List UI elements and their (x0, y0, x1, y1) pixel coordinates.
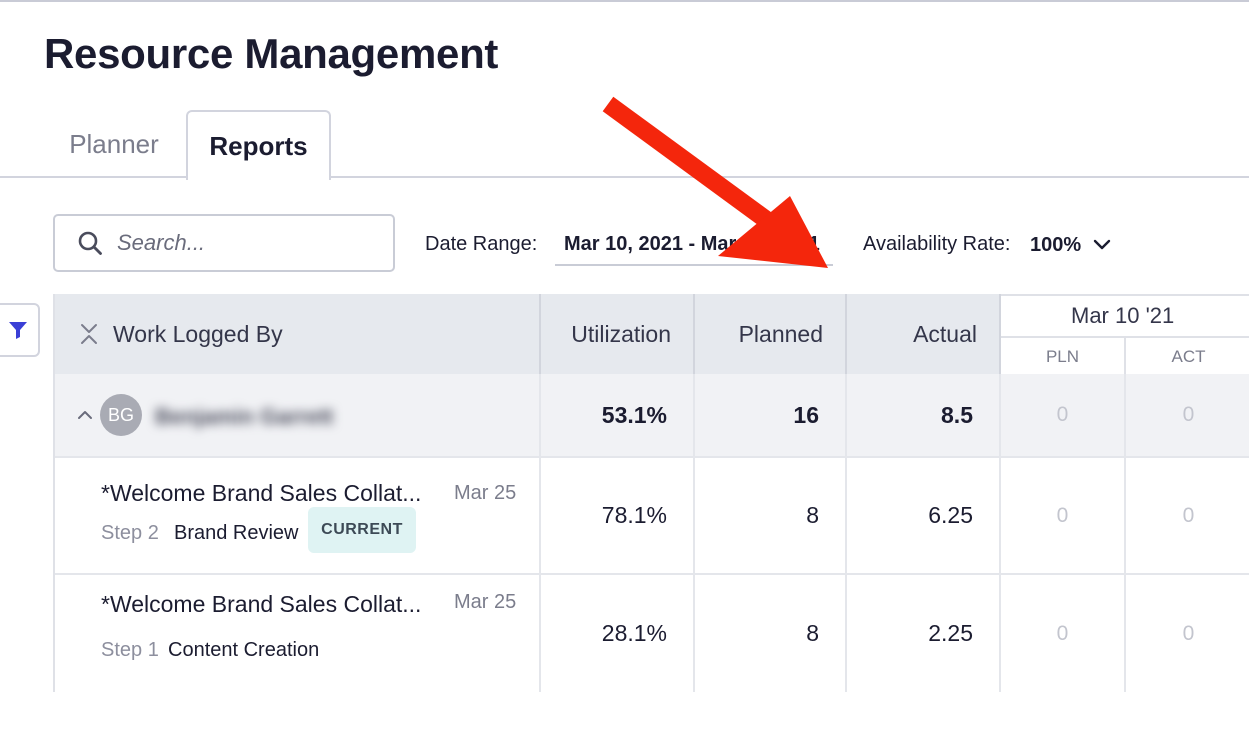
date-range-label: Date Range: (425, 233, 538, 255)
step-name: Brand Review (174, 522, 299, 544)
step-number: Step 2 (101, 522, 159, 544)
group-actual: 8.5 (847, 374, 1001, 456)
task-actual: 2.25 (847, 575, 1001, 692)
header-planned[interactable]: Planned (695, 294, 847, 374)
date-range-picker[interactable]: Mar 10, 2021 - Mar 24, 2021 (555, 228, 833, 266)
top-divider (0, 0, 1249, 2)
tab-bar: Planner Reports (0, 110, 1249, 180)
chevron-down-icon (1093, 239, 1111, 250)
step-number: Step 1 (101, 639, 159, 661)
search-icon (78, 231, 102, 255)
header-utilization[interactable]: Utilization (541, 294, 695, 374)
task-planned: 8 (695, 575, 847, 692)
header-act: ACT (1171, 347, 1206, 366)
person-name: Benjamin Garrett (155, 404, 334, 429)
header-actual[interactable]: Actual (847, 294, 1001, 374)
header-utilization-label: Utilization (571, 320, 671, 347)
task-day-pln: 0 (1001, 458, 1126, 573)
group-day-pln: 0 (1001, 374, 1126, 456)
table-row-group[interactable]: BG Benjamin Garrett 53.1% 16 8.5 0 0 (55, 374, 1249, 458)
table-row[interactable]: *Welcome Brand Sales Collat... Mar 25 St… (55, 575, 1249, 692)
availability-rate-value: 100% (1030, 233, 1082, 256)
task-utilization: 28.1% (541, 575, 695, 692)
chevron-up-icon[interactable] (77, 410, 93, 420)
task-date: Mar 25 (454, 482, 517, 504)
task-day-act: 0 (1182, 621, 1195, 645)
task-day-act: 0 (1182, 503, 1195, 527)
header-planned-label: Planned (738, 320, 823, 347)
group-utilization: 53.1% (541, 374, 695, 456)
header-pln: PLN (1001, 338, 1126, 376)
header-date-column: Mar 10 '21 PLN ACT (1001, 294, 1249, 376)
header-date-title: Mar 10 '21 (1001, 296, 1249, 338)
report-table: Work Logged By Utilization Planned Actua… (53, 294, 1249, 692)
header-work-logged-by[interactable]: Work Logged By (55, 294, 541, 374)
filter-icon (9, 322, 27, 339)
page-title: Resource Management (44, 30, 499, 77)
task-date: Mar 25 (454, 591, 517, 613)
tab-reports[interactable]: Reports (186, 110, 331, 180)
task-utilization: 78.1% (541, 458, 695, 573)
search-input[interactable] (117, 230, 387, 256)
task-planned: 8 (695, 458, 847, 573)
task-actual: 6.25 (847, 458, 1001, 573)
task-cell-work: *Welcome Brand Sales Collat... Mar 25 St… (55, 458, 541, 573)
avatar: BG (100, 394, 142, 436)
task-cell-work: *Welcome Brand Sales Collat... Mar 25 St… (55, 575, 541, 692)
group-planned: 16 (695, 374, 847, 456)
task-title[interactable]: *Welcome Brand Sales Collat... (101, 480, 422, 506)
search-box[interactable] (53, 214, 395, 272)
step-name: Content Creation (168, 639, 320, 661)
status-badge: CURRENT (308, 507, 416, 553)
table-row[interactable]: *Welcome Brand Sales Collat... Mar 25 St… (55, 458, 1249, 575)
task-day-pln: 0 (1001, 575, 1126, 692)
availability-rate-select[interactable]: 100% (1030, 230, 1111, 260)
task-title[interactable]: *Welcome Brand Sales Collat... (101, 591, 422, 617)
group-cell-work: BG Benjamin Garrett (55, 374, 541, 456)
availability-rate-label: Availability Rate: (863, 233, 1011, 255)
tab-planner[interactable]: Planner (69, 128, 159, 159)
filter-button[interactable] (0, 303, 40, 357)
group-day-act: 0 (1182, 403, 1195, 426)
header-work-label: Work Logged By (113, 320, 283, 347)
header-actual-label: Actual (913, 320, 977, 347)
collapse-all-icon[interactable] (79, 323, 99, 345)
